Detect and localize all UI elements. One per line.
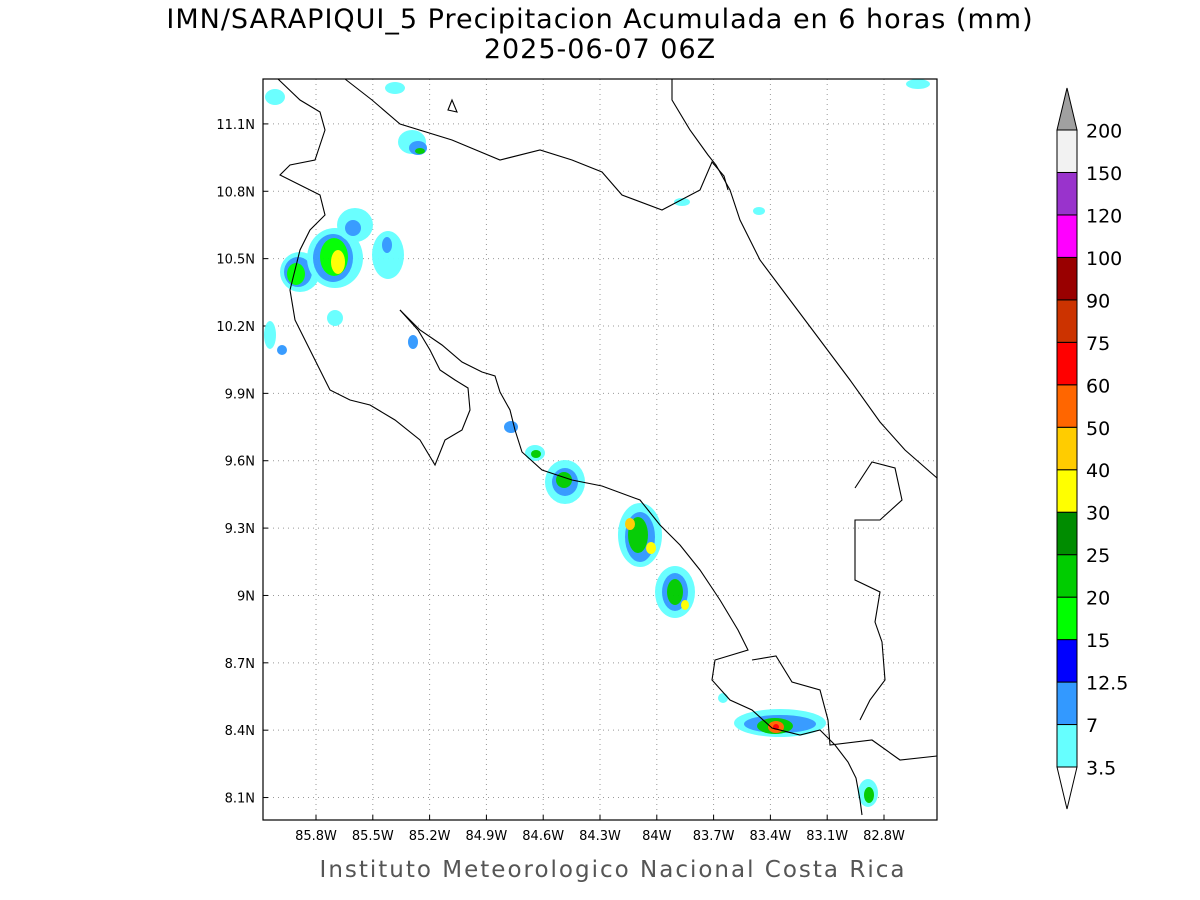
lon-tick-label: 83.4W [749,829,791,844]
colorbar-box [1056,171,1078,216]
grid [263,79,937,820]
colorbar-box [1056,469,1078,513]
lat-tick-label: 10.5N [216,253,255,268]
colorbar-over [1056,87,1078,131]
colorbar-label: 50 [1086,418,1110,440]
colorbar-label: 40 [1086,460,1110,482]
lon-tick-label: 84W [642,829,672,844]
colorbar-box [1056,299,1078,343]
lon-tick-label: 85.5W [352,829,394,844]
colorbar-label: 90 [1086,290,1110,312]
colorbar-label: 3.5 [1086,758,1116,780]
lon-tick-label: 85.2W [409,829,451,844]
lon-tick-label: 84.3W [579,829,621,844]
lon-tick-label: 83.7W [693,829,735,844]
colorbar-box [1056,511,1078,556]
colorbar-label: 25 [1086,545,1110,567]
lat-tick-label: 9.9N [225,387,255,402]
colorbar-label: 100 [1086,248,1122,270]
precipitation [264,79,930,807]
colorbar-label: 75 [1086,333,1110,355]
colorbar-box [1056,554,1078,598]
lat-tick-label: 8.7N [225,657,255,672]
colorbar-box [1056,384,1078,428]
colorbar-label: 200 [1086,121,1122,143]
lat-tick-label: 10.2N [216,320,255,335]
subtitle: 2025-06-07 06Z [484,34,716,65]
colorbar-label: 7 [1086,715,1098,737]
lat-tick-label: 9.3N [225,522,255,537]
lon-tick-label: 85.8W [295,829,337,844]
colorbar-label: 120 [1086,205,1122,227]
lon-tick-label: 83.1W [806,829,848,844]
map-frame [262,78,938,821]
colorbar-label: 60 [1086,375,1110,397]
colorbar-box [1056,639,1078,683]
colorbar-under [1056,766,1078,810]
colorbar-label: 20 [1086,588,1110,610]
lat-tick-label: 11.1N [216,118,255,133]
lon-tick-label: 82.8W [863,829,905,844]
lat-tick-label: 9.6N [225,455,255,470]
colorbar-label: 150 [1086,163,1122,185]
colorbar-label: 12.5 [1086,673,1128,695]
coastlines [277,78,938,816]
colorbar-box [1056,596,1078,641]
lat-tick-label: 8.4N [225,724,255,739]
colorbar-box [1056,256,1078,301]
lat-tick-label: 10.8N [216,185,255,200]
lon-tick-label: 84.6W [522,829,564,844]
colorbar-box [1056,426,1078,471]
colorbar-box [1056,681,1078,726]
colorbar-label: 30 [1086,503,1110,525]
colorbar-box [1056,129,1078,173]
lon-tick-label: 84.9W [465,829,507,844]
colorbar-box [1056,724,1078,768]
colorbar-box [1056,341,1078,386]
colorbar-box [1056,214,1078,258]
colorbar-label: 15 [1086,630,1110,652]
lat-tick-label: 9N [237,589,255,604]
lat-tick-label: 8.1N [225,792,255,807]
title: IMN/SARAPIQUI_5 Precipitacion Acumulada … [166,4,1033,35]
footer: Instituto Meteorologico Nacional Costa R… [320,857,907,883]
colorbar: 3.5 7 12.5 15 20 25 30 40 50 60 75 90 100 120 150 200 [1056,87,1128,810]
